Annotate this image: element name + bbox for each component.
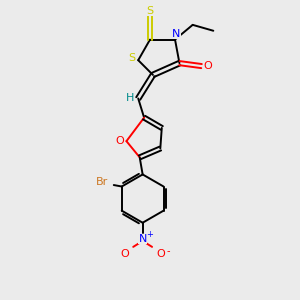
Text: O: O xyxy=(156,249,165,259)
Text: +: + xyxy=(147,230,153,239)
Text: Br: Br xyxy=(96,177,108,187)
Text: H: H xyxy=(126,93,134,103)
Text: N: N xyxy=(139,234,147,244)
Text: N: N xyxy=(172,29,181,39)
Text: O: O xyxy=(204,61,212,71)
Text: S: S xyxy=(146,6,154,16)
Text: O: O xyxy=(116,136,124,146)
Text: O: O xyxy=(120,249,129,259)
Text: S: S xyxy=(128,53,135,63)
Text: -: - xyxy=(167,246,170,256)
